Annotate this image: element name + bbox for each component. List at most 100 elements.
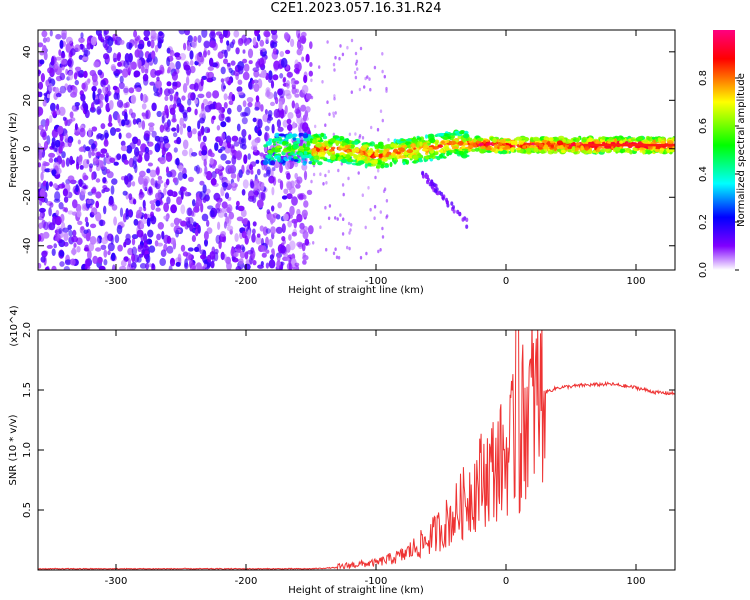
noise-cell (268, 259, 276, 269)
noise-cell (223, 221, 227, 229)
noise-cell (377, 249, 380, 254)
noise-cell (119, 207, 124, 218)
noise-cell (260, 183, 265, 191)
noise-cell (97, 88, 102, 95)
signal-cell (397, 147, 403, 151)
noise-cell (381, 226, 384, 231)
noise-cell (209, 157, 214, 165)
noise-cell (220, 146, 226, 151)
noise-cell (210, 178, 217, 186)
noise-cell (119, 39, 125, 45)
noise-cell (247, 48, 254, 59)
noise-cell (179, 117, 184, 127)
noise-cell (242, 71, 250, 81)
noise-cell (319, 225, 322, 229)
signal-cell (335, 140, 341, 144)
noise-cell (342, 192, 345, 197)
noise-cell (341, 52, 345, 57)
noise-cell (296, 39, 302, 50)
noise-cell (159, 258, 166, 266)
signal-cell (293, 156, 298, 160)
noise-cell (68, 70, 74, 81)
signal-cell (442, 133, 449, 137)
noise-cell (274, 97, 279, 105)
noise-cell (305, 106, 311, 113)
noise-cell (242, 58, 248, 64)
noise-cell (134, 36, 140, 42)
tail-cell (452, 205, 455, 210)
noise-cell (226, 204, 233, 214)
noise-cell (381, 118, 384, 123)
y-tick-label: 2.0 (22, 322, 33, 338)
noise-cell (55, 216, 62, 226)
noise-cell (68, 229, 73, 237)
noise-cell (144, 130, 151, 138)
noise-cell (259, 49, 263, 57)
noise-cell (42, 231, 50, 239)
signal-cell (357, 160, 365, 165)
signal-cell (540, 149, 545, 154)
noise-cell (301, 56, 305, 62)
noise-cell (116, 224, 123, 235)
noise-cell (202, 98, 208, 106)
signal-cell (349, 144, 355, 149)
noise-cell (265, 236, 269, 246)
signal-cell (422, 145, 430, 149)
noise-cell (347, 176, 350, 181)
noise-cell (227, 142, 231, 149)
signal-cell (361, 156, 366, 160)
noise-cell (373, 204, 377, 209)
signal-cell (302, 143, 306, 149)
x-tick-label: 100 (626, 276, 645, 287)
noise-cell (77, 155, 83, 166)
colorbar-tick-label: 0.4 (698, 166, 709, 182)
noise-cell (39, 199, 43, 206)
noise-cell (228, 100, 234, 106)
noise-cell (355, 62, 358, 66)
noise-cell (334, 111, 337, 115)
noise-cell (334, 55, 337, 60)
noise-cell (110, 252, 116, 261)
noise-cell (319, 172, 322, 176)
noise-cell (294, 63, 300, 70)
noise-cell (256, 233, 261, 238)
noise-cell (324, 123, 327, 127)
noise-cell (65, 43, 71, 53)
signal-cell (567, 149, 572, 153)
noise-cell (200, 78, 204, 87)
noise-cell (88, 127, 92, 138)
noise-cell (308, 70, 313, 77)
noise-cell (284, 160, 291, 170)
noise-cell (145, 262, 150, 270)
noise-cell (192, 199, 196, 207)
noise-cell (183, 42, 187, 51)
signal-cell (534, 142, 541, 147)
signal-cell (444, 140, 450, 143)
signal-cell (412, 160, 417, 164)
noise-cell (40, 256, 46, 263)
noise-cell (163, 243, 168, 252)
noise-cell (354, 75, 358, 80)
noise-cell (59, 39, 64, 49)
noise-cell (267, 110, 273, 118)
noise-cell (51, 55, 55, 66)
noise-cell (103, 259, 108, 266)
noise-cell (278, 88, 285, 99)
noise-cell (370, 125, 373, 130)
noise-cell (363, 85, 366, 89)
noise-cell (148, 245, 156, 253)
noise-cell (125, 233, 131, 241)
noise-cell (291, 231, 297, 237)
noise-cell (54, 191, 61, 202)
noise-cell (130, 94, 137, 105)
signal-cell (274, 132, 280, 138)
noise-cell (250, 181, 255, 189)
noise-cell (186, 106, 192, 113)
signal-cell (376, 164, 381, 169)
noise-cell (103, 139, 109, 147)
noise-cell (105, 152, 109, 158)
signal-cell (529, 147, 535, 151)
noise-cell (286, 172, 291, 180)
noise-cell (38, 150, 43, 161)
bottom-plot-frame (37, 329, 676, 571)
